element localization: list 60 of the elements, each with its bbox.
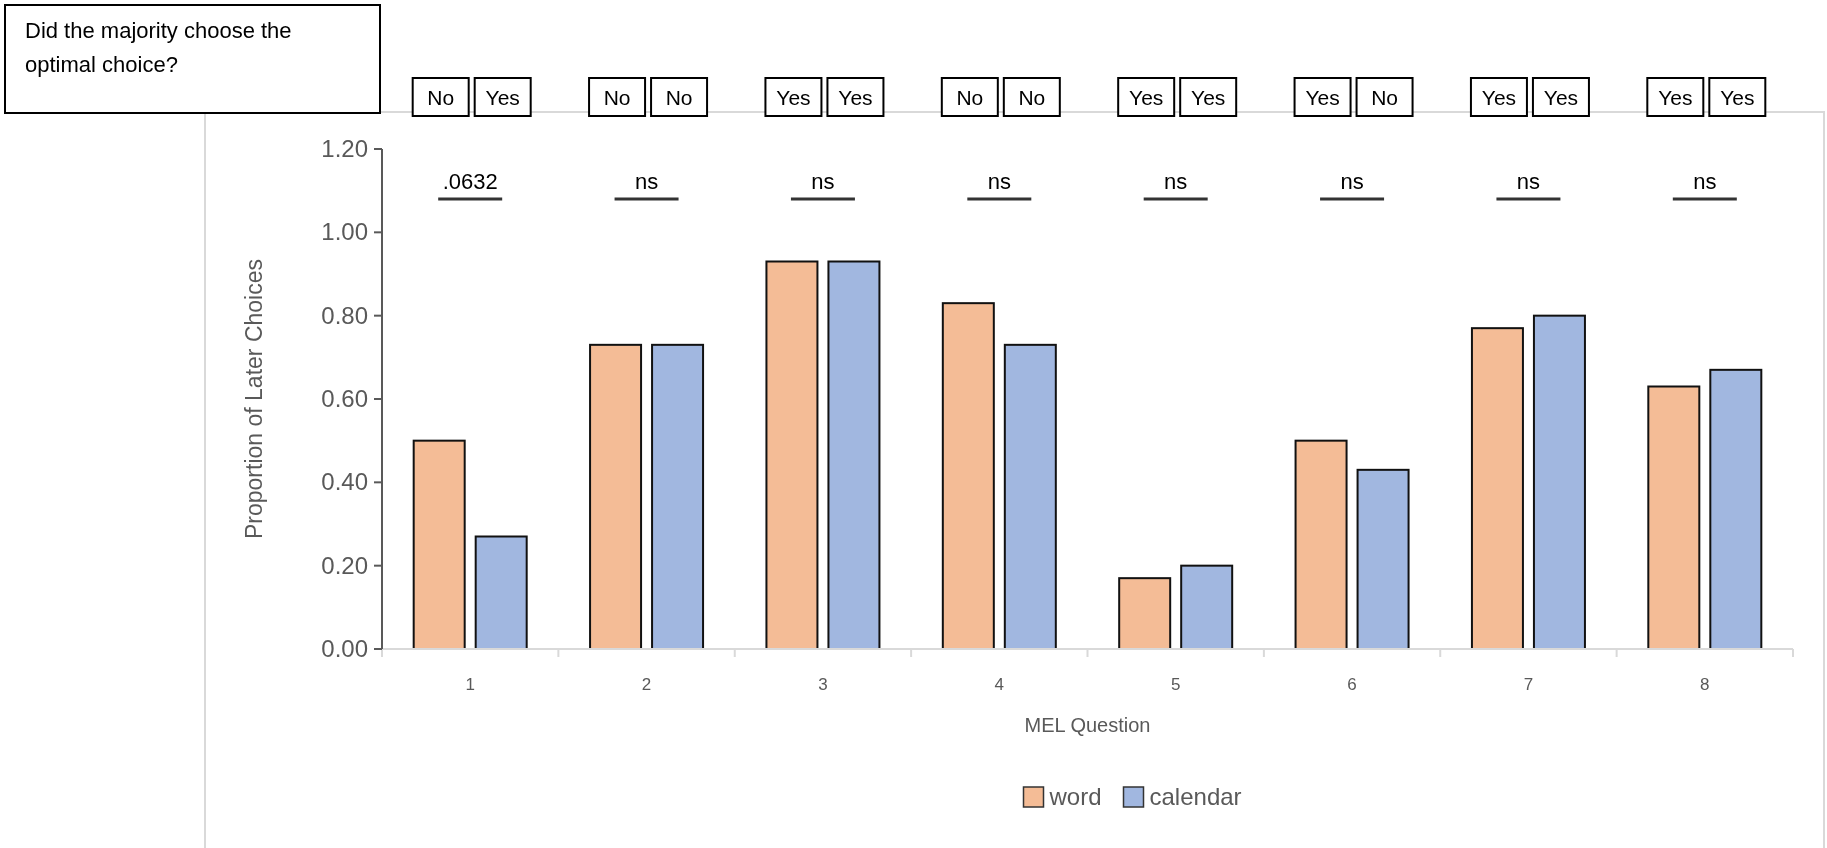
bar [1356,468,1410,650]
text: Yes [1720,86,1755,109]
x-tick-label: 5 [1170,675,1181,694]
y-tick-label: 0.80 [321,301,368,329]
bar [1647,385,1701,650]
text: Yes [1481,86,1517,109]
text: Yes [1129,86,1164,109]
bar [1470,327,1524,650]
bar [1532,314,1586,650]
bar [474,535,528,650]
y-tick-label: 0.40 [321,468,368,496]
bar [589,343,643,650]
text: No [603,86,631,109]
bar [941,302,995,650]
text: No [427,86,455,109]
x-tick-label: 8 [1700,675,1710,694]
bar [651,343,705,650]
question-box: Did the majority choose the optimal choice? [4,4,381,114]
x-tick-label: 6 [1347,675,1357,694]
text: Yes [838,86,873,109]
bar [1180,564,1234,650]
x-axis-title: MEL Question [1024,714,1151,736]
y-tick-label: 0.20 [321,551,368,579]
text: Yes [1191,86,1226,109]
annotation: ns [1516,169,1541,194]
bar [412,439,466,650]
x-tick-label: 1 [465,675,475,694]
x-tick-label: 3 [818,675,828,694]
bar [1003,343,1057,650]
y-tick-label: 0.60 [321,385,368,412]
text: Yes [1658,86,1693,109]
x-tick-label: 4 [994,675,1005,694]
x-tick-label: 2 [641,675,652,694]
text: Yes [776,86,811,109]
annotation: ns [811,169,835,194]
x-tick-label: 7 [1523,675,1534,694]
y-tick-label: 1.20 [321,135,368,162]
legend-label: word [1048,783,1102,810]
y-tick-label: 1.00 [321,218,368,246]
bar [765,260,819,650]
text: Yes [1305,86,1340,109]
y-axis-title: Proportion of Later Choices [241,259,267,539]
annotation: ns [634,169,659,194]
annotation: ns [1340,169,1364,194]
text: Yes [485,86,520,109]
text: No [1371,86,1398,109]
bar [827,260,881,650]
annotation: ns [1164,169,1188,194]
bar [1118,577,1172,650]
annotation: .0632 [442,169,498,194]
text: Yes [1543,86,1579,109]
bar [1294,439,1348,650]
text: No [665,86,693,109]
legend-label: calendar [1149,783,1242,810]
annotation: ns [987,169,1011,194]
text: No [956,86,984,109]
y-tick-label: 0.00 [321,635,368,662]
bar [1709,368,1763,650]
annotation: ns [1693,169,1717,194]
text: No [1018,86,1046,109]
